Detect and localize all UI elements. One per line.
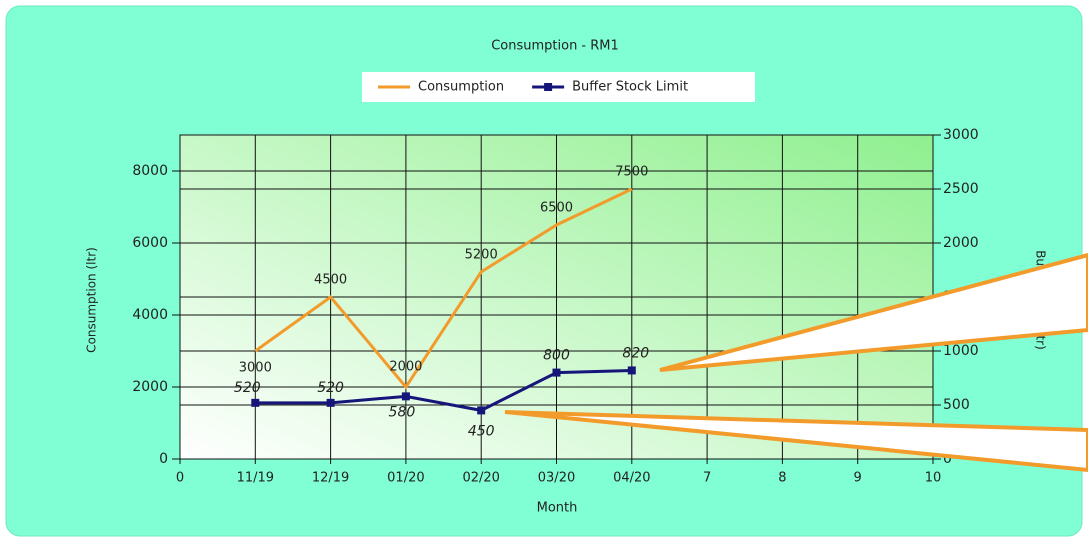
callout <box>659 252 1088 372</box>
x-tick-label: 12/19 <box>312 471 349 486</box>
marker <box>477 406 486 415</box>
y2-tick-label: 3000 <box>943 127 979 143</box>
legend-label: Buffer Stock Limit <box>572 80 688 95</box>
x-tick-label: 8 <box>778 471 786 486</box>
data-label: 800 <box>543 348 570 364</box>
callout <box>504 410 1088 473</box>
y-tick-label: 8000 <box>132 163 168 179</box>
x-axis-label: Month <box>537 501 578 516</box>
marker <box>627 366 636 375</box>
y2-tick-label: 500 <box>943 397 970 413</box>
data-label: 7500 <box>615 165 648 180</box>
marker <box>251 398 260 407</box>
x-tick-label: 9 <box>854 471 862 486</box>
x-tick-label: 11/19 <box>237 471 274 486</box>
data-label: 3000 <box>239 361 272 376</box>
data-label: 520 <box>317 380 344 396</box>
marker <box>552 368 561 377</box>
y-tick-label: 2000 <box>132 379 168 395</box>
x-tick-label: 0 <box>176 471 184 486</box>
x-tick-label: 03/20 <box>538 471 575 486</box>
y2-tick-label: 1000 <box>943 343 979 359</box>
marker <box>326 398 335 407</box>
x-tick-label: 01/20 <box>387 471 424 486</box>
data-label: 580 <box>389 404 416 420</box>
x-tick-label: 10 <box>925 471 942 486</box>
y-tick-label: 4000 <box>132 307 168 323</box>
x-tick-label: 7 <box>703 471 711 486</box>
y2-tick-label: 2000 <box>943 235 979 251</box>
x-tick-label: 02/20 <box>462 471 499 486</box>
y-tick-label: 0 <box>159 451 168 467</box>
series-line <box>254 187 633 390</box>
data-label: 4500 <box>314 273 347 288</box>
y2-tick-label: 0 <box>943 451 952 467</box>
data-label: 5200 <box>465 247 498 262</box>
series-line <box>255 368 632 412</box>
data-label: 450 <box>468 423 495 439</box>
data-label: 2000 <box>389 360 422 375</box>
marker <box>401 392 410 401</box>
x-tick-label: 04/20 <box>613 471 650 486</box>
legend-marker <box>544 83 553 91</box>
legend-label: Consumption <box>418 80 504 95</box>
data-label: 520 <box>234 380 261 396</box>
y2-tick-label: 2500 <box>943 181 979 197</box>
y-axis-label: Consumption (ltr) <box>85 247 99 353</box>
chart-title: Consumption - RM1 <box>491 39 619 54</box>
y-tick-label: 6000 <box>132 235 168 251</box>
data-label: 820 <box>622 345 649 361</box>
data-label: 6500 <box>540 201 573 216</box>
